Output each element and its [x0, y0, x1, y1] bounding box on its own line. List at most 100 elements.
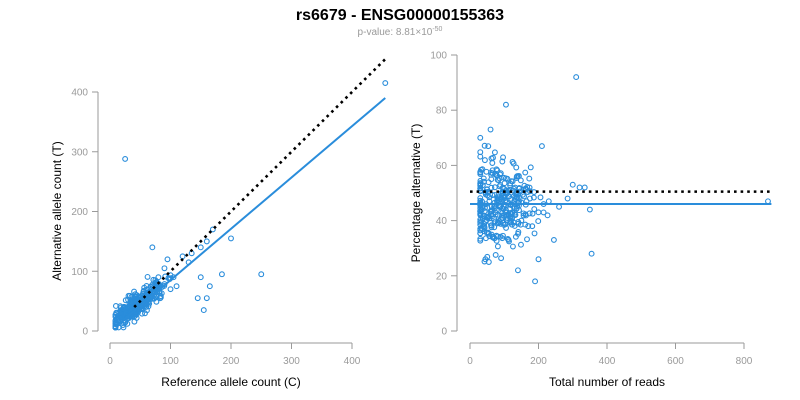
data-point [122, 319, 129, 326]
data-point [197, 274, 204, 281]
data-point [124, 309, 131, 316]
data-point [477, 208, 484, 215]
data-point [545, 198, 552, 205]
y-tick-label: 40 [436, 216, 448, 227]
y-tick-label: 0 [441, 327, 447, 338]
data-point [498, 255, 505, 262]
data-point [129, 313, 136, 320]
percentage-scatter: 0 200 400 600 800 0 20 40 60 80 100 Total number o… [409, 51, 772, 389]
data-point [527, 164, 534, 171]
data-point [494, 196, 501, 203]
x-tick-label: 200 [530, 356, 547, 367]
chart-title: rs6679 - ENSG00000155363 [296, 7, 504, 24]
p-value-label: p-value: 8.81×10-50 [358, 26, 443, 38]
data-point [179, 253, 186, 260]
data-point [194, 295, 201, 302]
data-point [509, 158, 516, 165]
data-point [487, 219, 494, 226]
data-point [483, 168, 490, 175]
data-point [131, 288, 138, 295]
data-point [481, 157, 488, 164]
data-point [477, 230, 484, 237]
data-point [535, 256, 542, 263]
data-point [141, 284, 148, 291]
reference-line [133, 58, 387, 309]
data-point [479, 182, 486, 189]
data-point [481, 142, 488, 149]
data-point [526, 195, 533, 202]
right-marks [470, 74, 772, 285]
data-point [499, 215, 506, 221]
data-point [535, 209, 542, 216]
data-point [490, 234, 497, 241]
data-point [477, 235, 484, 242]
data-point [133, 299, 140, 306]
data-point [488, 171, 495, 178]
data-point [500, 192, 507, 199]
data-point [477, 177, 484, 184]
data-point [530, 194, 537, 201]
y-tick-label: 80 [436, 106, 448, 117]
x-tick-label: 400 [344, 356, 361, 367]
x-tick-label: 0 [467, 356, 473, 367]
data-point [197, 244, 204, 251]
data-point [532, 278, 539, 285]
right-x-axis-title: Total number of reads [549, 375, 665, 389]
data-point [149, 244, 156, 251]
data-point [491, 224, 498, 231]
x-tick-label: 100 [162, 356, 179, 367]
left-x-axis-title: Reference allele count (C) [161, 375, 300, 389]
data-point [588, 250, 595, 257]
data-point [164, 256, 171, 263]
data-point [203, 295, 210, 302]
data-point [491, 205, 498, 212]
data-point [512, 184, 519, 191]
data-point [494, 233, 501, 240]
x-tick-label: 300 [283, 356, 300, 367]
data-point [556, 203, 562, 210]
data-point [119, 307, 126, 314]
data-point [569, 181, 576, 188]
data-point [488, 222, 495, 229]
data-point [485, 230, 492, 237]
data-point [477, 134, 484, 141]
data-point [491, 149, 498, 156]
x-tick-label: 200 [223, 356, 240, 367]
data-point [529, 223, 536, 230]
fit-line [114, 97, 386, 328]
left-ticks: 0 100 200 300 400 0 100 200 300 400 [71, 88, 360, 368]
data-point [525, 223, 532, 230]
y-tick-label: 400 [71, 88, 88, 99]
data-point [155, 274, 162, 281]
data-point [765, 198, 771, 205]
data-point [517, 221, 524, 228]
data-point [515, 228, 522, 235]
data-point [494, 243, 501, 250]
data-point [477, 237, 484, 244]
data-point [500, 154, 506, 161]
data-point [482, 235, 489, 242]
data-point [152, 277, 159, 284]
data-point [510, 204, 517, 211]
x-tick-label: 400 [599, 356, 616, 367]
y-tick-label: 100 [71, 267, 88, 278]
data-point [544, 212, 551, 219]
data-point [500, 232, 506, 239]
data-point [484, 186, 491, 193]
data-point [161, 265, 168, 272]
x-tick-label: 0 [107, 356, 113, 367]
data-point [535, 218, 542, 225]
data-point [494, 220, 501, 227]
data-point [492, 251, 499, 258]
data-point [538, 143, 545, 150]
data-point [200, 307, 207, 314]
data-point [502, 175, 509, 182]
data-point [209, 226, 216, 233]
data-point [153, 298, 160, 305]
data-point [128, 305, 135, 312]
data-point [501, 221, 507, 228]
data-point [518, 217, 525, 224]
data-point [113, 316, 120, 322]
data-point [133, 293, 140, 300]
data-point [537, 194, 544, 201]
